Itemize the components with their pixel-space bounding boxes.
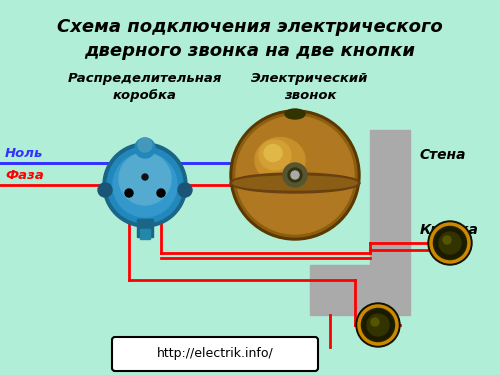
- Circle shape: [283, 163, 307, 187]
- Bar: [310, 265, 370, 315]
- Circle shape: [138, 138, 152, 152]
- Circle shape: [107, 147, 183, 223]
- Circle shape: [119, 153, 171, 205]
- Circle shape: [439, 232, 461, 254]
- Circle shape: [435, 228, 465, 258]
- Circle shape: [233, 113, 357, 237]
- Circle shape: [371, 318, 379, 326]
- Circle shape: [103, 143, 187, 227]
- Bar: [370, 130, 410, 315]
- Text: Кнопка: Кнопка: [420, 223, 479, 237]
- Circle shape: [230, 110, 360, 240]
- Ellipse shape: [255, 138, 305, 183]
- Text: http://electrik.info/: http://electrik.info/: [156, 348, 274, 360]
- Ellipse shape: [264, 144, 282, 162]
- Circle shape: [288, 168, 302, 182]
- FancyBboxPatch shape: [112, 337, 318, 371]
- Text: Стена: Стена: [420, 148, 467, 162]
- Ellipse shape: [259, 140, 291, 170]
- Bar: [137, 219, 153, 237]
- Circle shape: [142, 174, 148, 180]
- Bar: [140, 229, 150, 239]
- Text: Фаза: Фаза: [5, 169, 44, 182]
- Circle shape: [359, 306, 397, 344]
- Text: Ноль: Ноль: [5, 147, 44, 160]
- Text: Схема подключения электрического: Схема подключения электрического: [57, 18, 443, 36]
- Circle shape: [356, 303, 400, 347]
- Ellipse shape: [233, 176, 357, 190]
- Circle shape: [367, 314, 389, 336]
- Circle shape: [291, 171, 299, 179]
- Ellipse shape: [230, 173, 360, 193]
- Ellipse shape: [285, 109, 305, 119]
- Circle shape: [125, 189, 133, 197]
- Circle shape: [428, 221, 472, 265]
- Circle shape: [157, 189, 165, 197]
- Circle shape: [236, 116, 354, 234]
- Circle shape: [98, 183, 112, 197]
- Text: Электрический
звонок: Электрический звонок: [252, 72, 368, 102]
- Circle shape: [431, 224, 469, 262]
- Circle shape: [363, 310, 393, 340]
- Circle shape: [135, 138, 155, 158]
- Circle shape: [178, 183, 192, 197]
- Text: дверного звонка на две кнопки: дверного звонка на две кнопки: [84, 42, 415, 60]
- Circle shape: [113, 153, 177, 217]
- Circle shape: [443, 236, 451, 244]
- Text: Распределительная
коробка: Распределительная коробка: [68, 72, 222, 102]
